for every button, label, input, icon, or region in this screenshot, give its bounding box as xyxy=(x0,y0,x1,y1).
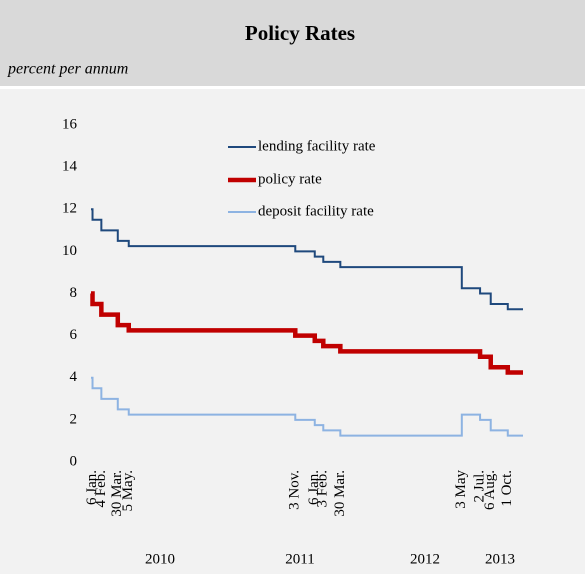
subtitle: percent per annum xyxy=(7,61,128,78)
x-tick-label: 1 Oct. xyxy=(499,470,515,507)
chart-title: Policy Rates xyxy=(245,21,355,45)
x-tick-label: 30 Mar. xyxy=(332,470,348,517)
series-line xyxy=(91,376,523,437)
year-label: 2013 xyxy=(485,551,515,567)
year-label: 2012 xyxy=(410,551,440,567)
y-tick-label: 2 xyxy=(70,411,78,427)
x-tick-label: 30 Mar. xyxy=(109,470,125,517)
y-tick-label: 4 xyxy=(70,369,78,385)
y-tick-label: 10 xyxy=(62,243,77,259)
x-tick-label: 3 Feb. xyxy=(315,470,331,508)
x-tick-label: 3 May xyxy=(453,470,469,509)
x-tick-label: 6 Jan. xyxy=(84,470,100,505)
year-label: 2010 xyxy=(145,551,175,567)
year-label: 2011 xyxy=(285,551,314,567)
x-tick-label: 6 Jan. xyxy=(306,470,322,505)
y-tick-label: 8 xyxy=(70,285,78,301)
y-tick-label: 14 xyxy=(62,159,78,175)
x-tick-label: 3 Nov. xyxy=(287,470,303,510)
series-line xyxy=(90,291,523,375)
x-tick-label: 2 Jul. xyxy=(472,470,488,503)
y-tick-label: 6 xyxy=(70,327,78,343)
y-tick-label: 12 xyxy=(62,201,77,217)
legend-label: policy rate xyxy=(258,171,322,187)
x-tick-label: 5 May. xyxy=(120,470,136,512)
x-tick-label: 6 Aug. xyxy=(482,470,498,510)
legend-label: deposit facility rate xyxy=(258,203,374,219)
y-tick-label: 0 xyxy=(70,453,78,469)
header-bg xyxy=(0,0,585,86)
x-tick-label: 4 Feb. xyxy=(93,470,109,508)
legend-label: lending facility rate xyxy=(258,138,376,154)
y-tick-label: 16 xyxy=(62,116,78,132)
series-line xyxy=(91,208,523,311)
